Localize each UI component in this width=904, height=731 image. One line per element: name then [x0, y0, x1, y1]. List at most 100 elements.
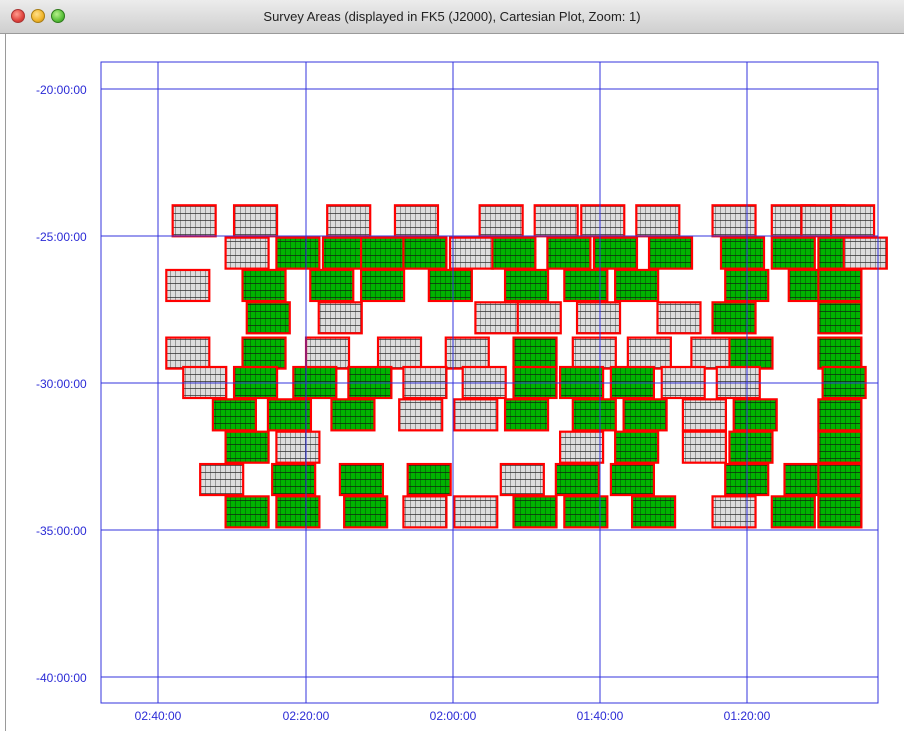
- survey-field: [453, 398, 499, 432]
- survey-field: [211, 398, 257, 432]
- y-axis-labels: -20:00:00 -25:00:00 -30:00:00 -35:00:00 …: [36, 83, 87, 685]
- survey-field: [224, 495, 270, 529]
- survey-field: [338, 462, 385, 497]
- survey-field: [770, 236, 816, 270]
- survey-field: [516, 301, 562, 335]
- survey-field: [393, 204, 440, 238]
- survey-field: [499, 462, 545, 497]
- survey-field: [491, 236, 537, 270]
- survey-field: [728, 336, 774, 370]
- x-axis-labels: 02:40:00 02:20:00 02:00:00 01:40:00 01:2…: [135, 709, 771, 723]
- survey-field: [321, 236, 368, 270]
- survey-field: [199, 462, 245, 497]
- survey-field: [558, 430, 605, 464]
- survey-field: [427, 268, 473, 303]
- y-tick-label: -35:00:00: [36, 524, 87, 538]
- survey-field: [474, 301, 520, 335]
- survey-field: [376, 336, 423, 370]
- x-tick-label: 02:40:00: [135, 709, 182, 723]
- survey-field: [770, 495, 816, 529]
- survey-field: [630, 495, 677, 529]
- zoom-window-button[interactable]: [51, 9, 65, 23]
- survey-field: [817, 398, 863, 432]
- survey-field: [647, 236, 694, 270]
- survey-field: [512, 336, 558, 370]
- survey-field: [402, 495, 448, 529]
- survey-field: [580, 204, 626, 238]
- survey-field: [626, 336, 672, 370]
- survey-field: [817, 462, 863, 497]
- survey-field: [656, 301, 702, 335]
- survey-field: [512, 495, 558, 529]
- survey-field: [275, 236, 321, 270]
- survey-field: [165, 268, 211, 303]
- survey-field: [817, 495, 863, 529]
- survey-field: [165, 336, 211, 370]
- survey-field: [554, 462, 600, 497]
- survey-field: [309, 268, 355, 303]
- survey-field: [728, 430, 774, 464]
- survey-field: [546, 236, 592, 270]
- window-titlebar[interactable]: Survey Areas (displayed in FK5 (J2000), …: [0, 0, 904, 34]
- survey-field: [817, 336, 863, 370]
- x-tick-label: 02:20:00: [283, 709, 330, 723]
- survey-field: [271, 462, 317, 497]
- survey-field: [571, 398, 617, 432]
- survey-field: [245, 301, 291, 335]
- survey-field: [575, 301, 622, 335]
- survey-fields-layer: [165, 204, 888, 529]
- x-tick-label: 02:00:00: [430, 709, 477, 723]
- window-title: Survey Areas (displayed in FK5 (J2000), …: [263, 9, 641, 24]
- survey-field: [275, 430, 321, 464]
- window-left-border: [5, 34, 6, 731]
- survey-field: [241, 336, 287, 370]
- survey-field: [275, 495, 321, 529]
- survey-field: [444, 336, 490, 370]
- survey-field: [817, 301, 863, 335]
- survey-field: [317, 301, 363, 335]
- survey-field: [563, 268, 609, 303]
- survey-field: [402, 236, 448, 270]
- survey-field: [563, 495, 609, 529]
- close-window-button[interactable]: [11, 9, 25, 23]
- survey-field: [232, 204, 279, 238]
- survey-field: [503, 398, 550, 432]
- survey-field: [711, 301, 757, 335]
- survey-field: [614, 430, 660, 464]
- x-tick-label: 01:40:00: [577, 709, 624, 723]
- survey-field: [503, 268, 550, 303]
- survey-field: [571, 336, 617, 370]
- survey-field: [359, 268, 406, 303]
- y-tick-label: -30:00:00: [36, 377, 87, 391]
- survey-field: [609, 462, 656, 497]
- survey-field: [241, 268, 287, 303]
- survey-field: [732, 398, 778, 432]
- survey-field: [224, 430, 270, 464]
- survey-field: [533, 204, 579, 238]
- survey-field: [343, 495, 389, 529]
- coordinate-grid: [100, 61, 879, 704]
- survey-field: [448, 236, 495, 270]
- survey-field: [359, 236, 406, 270]
- survey-field: [635, 204, 681, 238]
- minimize-window-button[interactable]: [31, 9, 45, 23]
- survey-field: [453, 495, 499, 529]
- survey-field: [622, 398, 668, 432]
- survey-field: [829, 204, 876, 238]
- x-tick-label: 01:20:00: [724, 709, 771, 723]
- survey-field: [478, 204, 524, 238]
- y-tick-label: -25:00:00: [36, 230, 87, 244]
- survey-field: [817, 268, 863, 303]
- survey-field: [171, 204, 217, 238]
- survey-field: [406, 462, 452, 497]
- survey-field: [330, 398, 376, 432]
- survey-field: [398, 398, 444, 432]
- survey-field: [326, 204, 372, 238]
- survey-field: [614, 268, 660, 303]
- survey-field: [266, 398, 313, 432]
- y-tick-label: -40:00:00: [36, 671, 87, 685]
- survey-field: [719, 236, 766, 270]
- survey-field: [817, 430, 863, 464]
- survey-field: [224, 236, 270, 270]
